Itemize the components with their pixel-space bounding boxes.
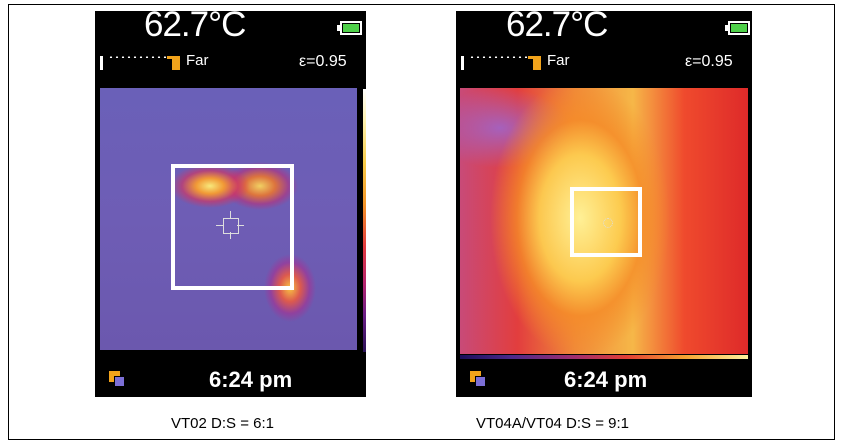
thermal-image <box>460 88 748 354</box>
color-scale-bar <box>460 355 748 362</box>
measurement-square <box>171 164 294 290</box>
status-footer: 6:24 pm <box>456 359 752 397</box>
thermal-image <box>100 88 357 350</box>
focus-label: Far <box>547 52 570 69</box>
time-readout: 6:24 pm <box>564 367 648 392</box>
caption-vt04: VT04A/VT04 D:S = 9:1 <box>476 415 629 432</box>
figure-frame <box>8 4 835 440</box>
gallery-icon[interactable] <box>470 371 487 388</box>
emissivity-readout: ε=0.95 <box>299 53 347 70</box>
battery-icon <box>725 21 750 35</box>
thermometer-screen-vt04: 62.7°C Far ε=0.95 6:24 pm <box>456 11 752 397</box>
time-readout: 6:24 pm <box>209 367 293 392</box>
temperature-readout: 62.7°C <box>144 11 246 44</box>
measurement-square <box>570 187 642 257</box>
emissivity-readout: ε=0.95 <box>685 53 733 70</box>
gallery-icon[interactable] <box>109 371 126 388</box>
caption-vt02: VT02 D:S = 6:1 <box>171 415 274 432</box>
status-footer: 6:24 pm <box>95 359 366 397</box>
crosshair-reticle <box>598 213 616 231</box>
thermometer-screen-vt02: 62.7°C Far ε=0.95 6:24 pm <box>95 11 366 397</box>
temperature-readout: 62.7°C <box>506 11 608 44</box>
color-scale-bar <box>363 89 366 352</box>
focus-label: Far <box>186 52 209 69</box>
battery-icon <box>337 21 362 35</box>
crosshair-reticle <box>216 211 244 239</box>
